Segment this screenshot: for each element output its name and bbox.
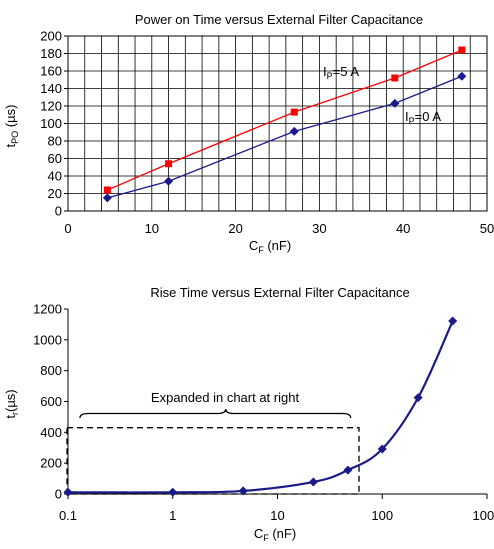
chart2-x-axis-label: CF (nF) (254, 526, 296, 543)
chart1-series-label-ip0: IP=0 A (405, 109, 441, 126)
chart2-y-tick-label: 400 (40, 425, 62, 440)
chart2-point (308, 477, 318, 487)
chart2-point (413, 393, 423, 403)
chart1-point-ip0 (390, 98, 400, 108)
chart1-y-tick-label: 100 (40, 116, 62, 131)
chart1-point-ip5 (290, 108, 298, 116)
chart1-series-line-ip0 (107, 75, 463, 199)
chart1-title: Power on Time versus External Filter Cap… (135, 12, 423, 27)
chart1-y-tick-label: 0 (55, 204, 62, 219)
chart1-point-ip0 (164, 176, 174, 186)
chart1-series-label-ip5: IP=5 A (323, 64, 359, 81)
chart2-annotation: Expanded in chart at right (151, 390, 300, 405)
chart1-y-tick-label: 60 (48, 151, 62, 166)
chart2-y-tick-label: 200 (40, 456, 62, 471)
chart1-point-ip5 (103, 186, 111, 194)
chart2: 0.1 1 10 100 1000 0 200 400 600 800 1000 1200 (33, 302, 494, 524)
chart1-y-tick-label: 40 (48, 169, 62, 184)
chart1-x-axis-label: CF (nF) (249, 238, 291, 255)
chart1-y-tick-label: 80 (48, 134, 62, 149)
chart1-x-tick-label: 20 (228, 221, 242, 236)
chart1-x-tick-label: 0 (64, 221, 71, 236)
chart2-point (448, 316, 458, 326)
chart2-y-tick-label: 1200 (33, 302, 62, 317)
chart2-y-tick-label: 0 (55, 487, 62, 502)
chart1-x-tick-label: 50 (480, 221, 494, 236)
chart1-y-tick-label: 160 (40, 64, 62, 79)
chart2-x-tick-label: 100 (371, 508, 393, 523)
chart1-point-ip5 (458, 46, 466, 54)
chart2-x-tick-label: 1000 (473, 508, 494, 523)
chart2-y-tick-label: 600 (40, 394, 62, 409)
chart2-x-tick-label: 0.1 (59, 508, 77, 523)
chart1-y-tick-label: 140 (40, 81, 62, 96)
chart1-x-tick-label: 40 (396, 221, 410, 236)
chart1-y-tick-label: 20 (48, 186, 62, 201)
chart1-y-tick-label: 180 (40, 46, 62, 61)
chart1-x-tick-label: 10 (145, 221, 159, 236)
chart2-title: Rise Time versus External Filter Capacit… (150, 285, 409, 300)
chart2-brace (79, 408, 352, 419)
chart1-point-ip0 (102, 193, 112, 203)
chart1-point-ip5 (165, 160, 173, 168)
chart2-x-tick-label: 10 (270, 508, 284, 523)
chart1: 0 10 20 30 40 50 0 20 40 60 80 100 120 140 160 180 200 (40, 29, 494, 237)
chart2-y-axis-label: tr(µs) (3, 389, 20, 418)
chart2-point (63, 487, 73, 497)
chart2-y-tick-label: 800 (40, 363, 62, 378)
chart2-point (377, 444, 387, 454)
chart2-x-tick-label: 1 (169, 508, 176, 523)
chart1-point-ip0 (457, 71, 467, 81)
chart1-y-tick-label: 200 (40, 29, 62, 44)
chart1-y-axis-label: tPO (µs) (3, 105, 20, 148)
chart2-point (238, 486, 248, 496)
chart2-y-tick-label: 1000 (33, 332, 62, 347)
chart2-point (168, 487, 178, 497)
chart1-y-tick-label: 120 (40, 99, 62, 114)
chart1-x-tick-label: 30 (312, 221, 326, 236)
chart1-point-ip0 (289, 126, 299, 136)
chart2-point (343, 465, 353, 475)
chart1-point-ip5 (391, 74, 399, 82)
chart2-expanded-region-box (66, 427, 360, 495)
chart2-series-line (67, 320, 454, 494)
